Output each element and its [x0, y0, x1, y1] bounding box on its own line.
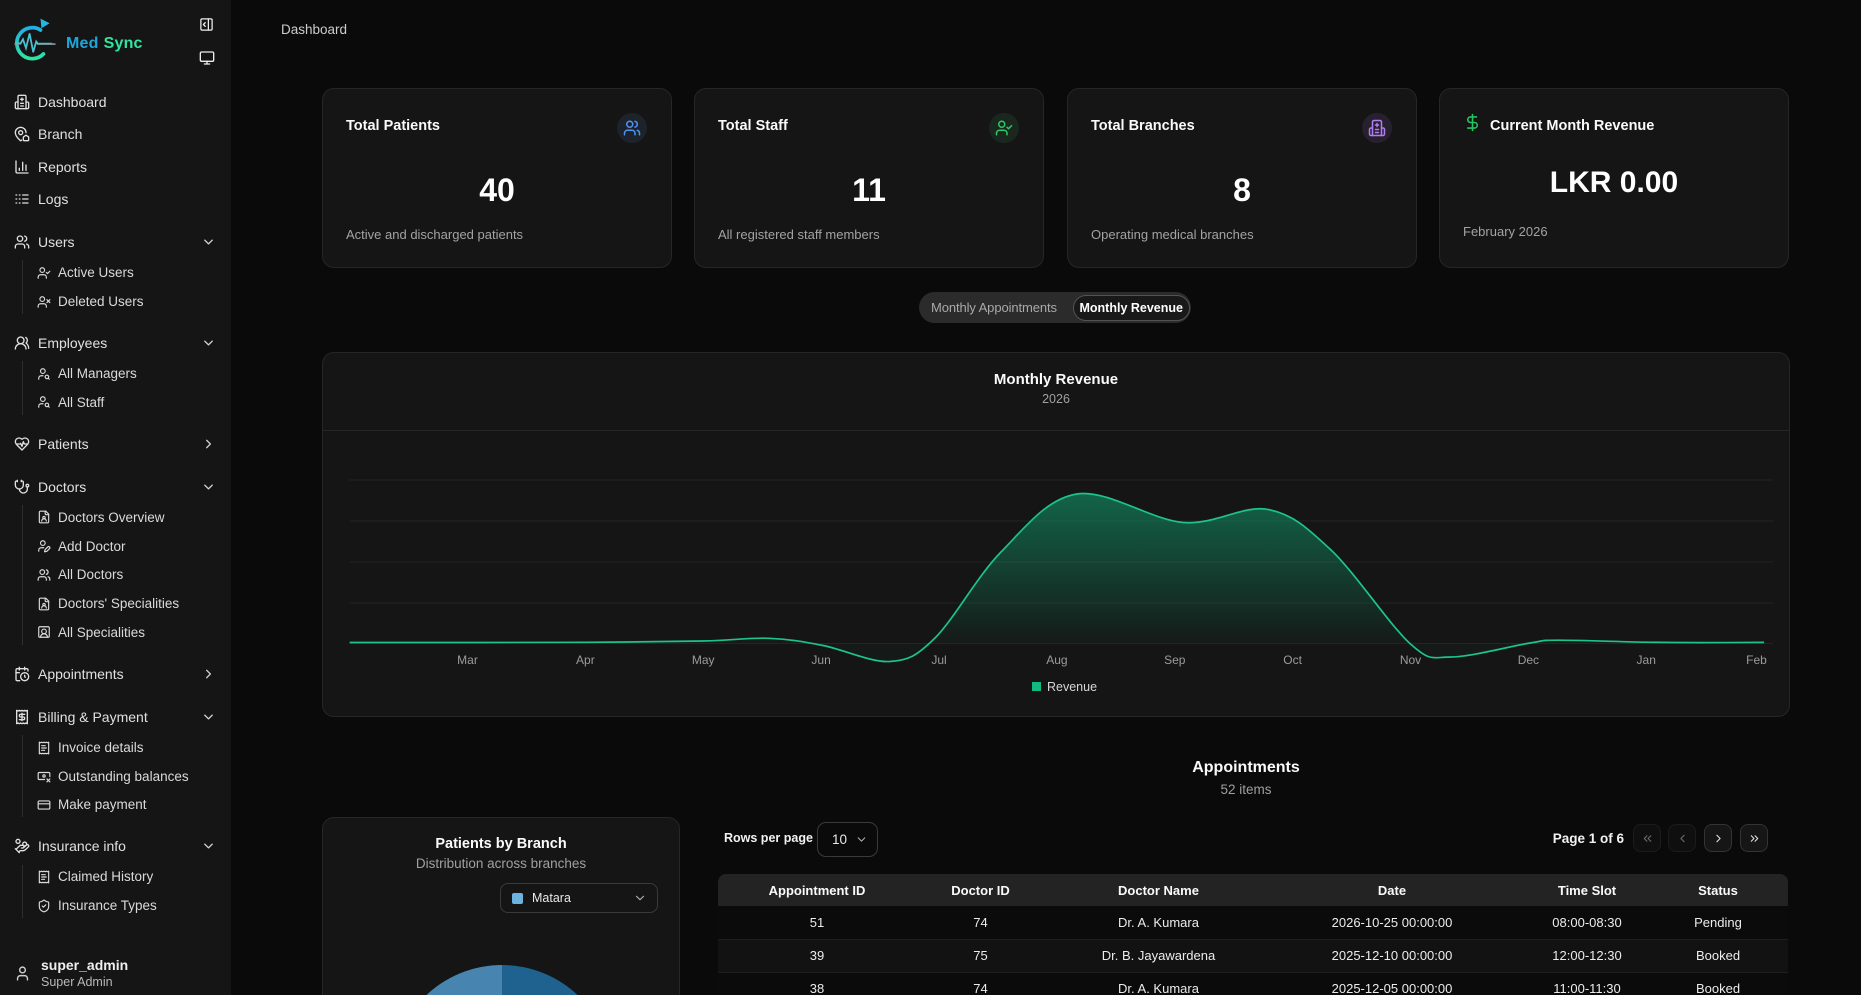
- svg-text:Mar: Mar: [457, 653, 478, 667]
- svg-text:May: May: [692, 653, 715, 667]
- svg-text:Sep: Sep: [1164, 653, 1186, 667]
- svg-text:Aug: Aug: [1046, 653, 1067, 667]
- svg-text:Jul: Jul: [931, 653, 946, 667]
- svg-text:Oct: Oct: [1283, 653, 1302, 667]
- svg-text:Feb: Feb: [1746, 653, 1767, 667]
- svg-text:Apr: Apr: [576, 653, 595, 667]
- svg-text:Dec: Dec: [1518, 653, 1539, 667]
- svg-text:Jun: Jun: [811, 653, 830, 667]
- svg-text:Revenue: Revenue: [1047, 680, 1097, 694]
- svg-text:Jan: Jan: [1637, 653, 1656, 667]
- svg-text:Nov: Nov: [1400, 653, 1421, 667]
